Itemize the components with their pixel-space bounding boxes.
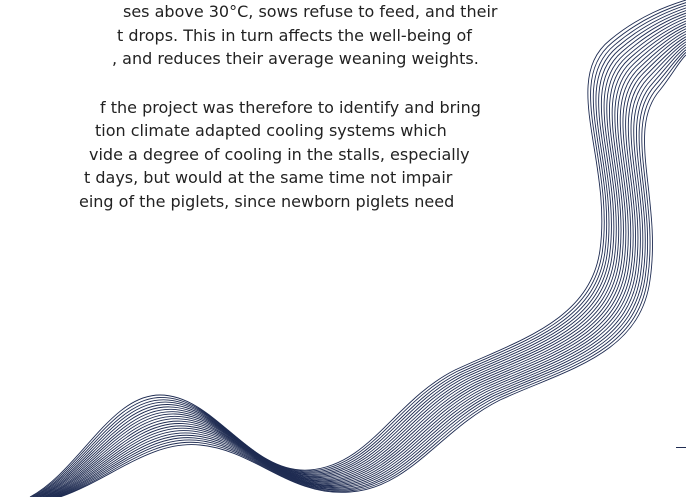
text-line: t days, but would at the same time not i…	[84, 168, 453, 187]
wave-line	[38, 15, 686, 497]
wave-line	[31, 2, 686, 497]
edge-rule	[676, 447, 686, 448]
wave-line	[56, 49, 686, 497]
wave-line	[41, 20, 686, 497]
text-line: t drops. This in turn affects the well-b…	[117, 25, 472, 45]
text-line: , and reduces their average weaning weig…	[112, 49, 479, 68]
wave-line	[39, 17, 686, 497]
wave-line	[58, 52, 686, 497]
wave-line	[42, 23, 686, 497]
wave-line	[54, 44, 686, 497]
wave-line	[46, 30, 686, 497]
wave-line	[45, 28, 686, 497]
wave-line	[52, 41, 686, 497]
wave-line	[29, 0, 686, 497]
wave-line	[34, 7, 686, 497]
wave-line	[59, 54, 686, 497]
wave-line	[55, 46, 686, 497]
text-line: ses above 30°C, sows refuse to feed, and…	[123, 2, 498, 21]
wave-line	[48, 33, 686, 497]
text-line: f the project was therefore to identify …	[100, 97, 481, 117]
wave-line	[35, 10, 686, 497]
wave-line	[32, 4, 686, 497]
wave-line	[44, 25, 686, 497]
text-line: eing of the piglets, since newborn pigle…	[79, 191, 455, 211]
wave-line	[49, 36, 686, 497]
wave-line	[51, 38, 686, 497]
wave-line	[36, 12, 686, 497]
text-line: tion climate adapted cooling systems whi…	[95, 121, 447, 140]
text-line: vide a degree of cooling in the stalls, …	[89, 144, 470, 164]
